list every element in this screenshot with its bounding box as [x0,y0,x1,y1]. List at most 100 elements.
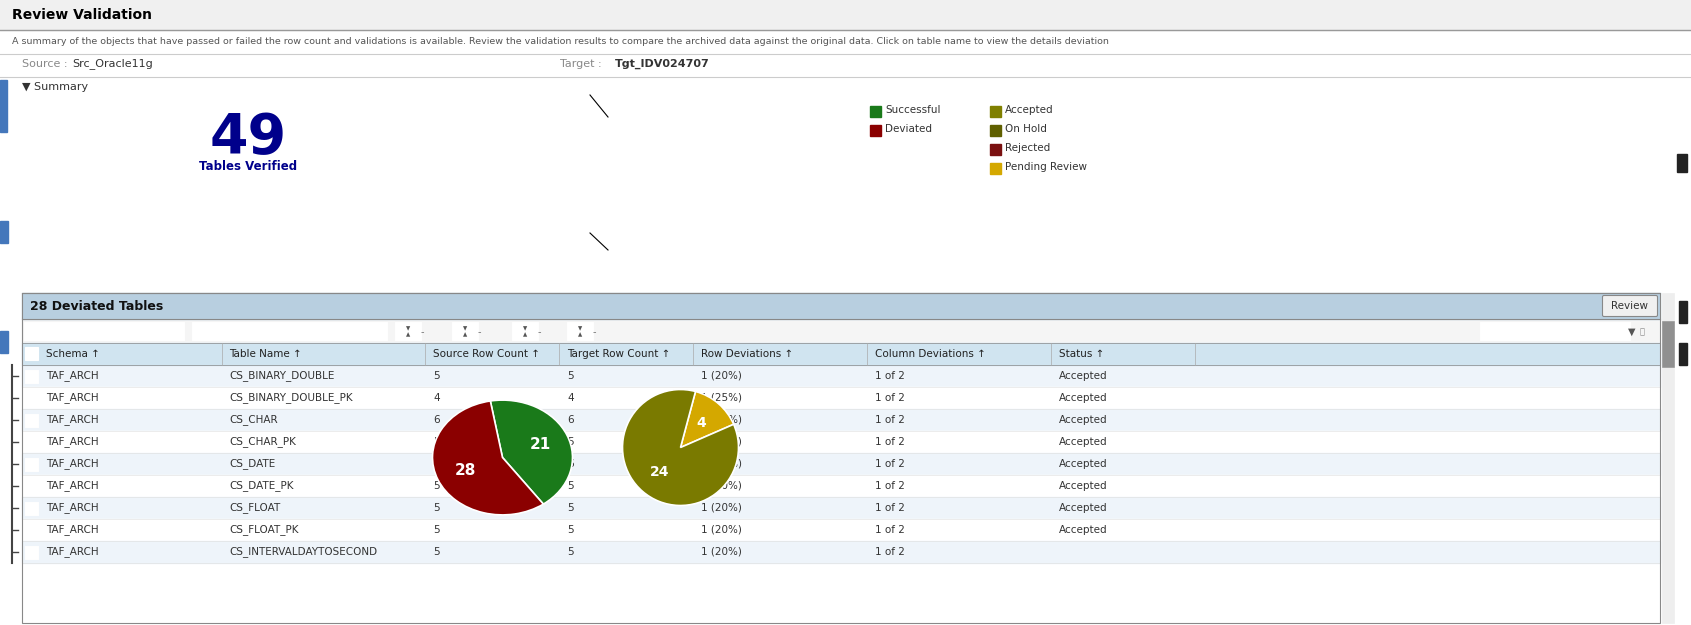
Bar [22,293,1661,623]
Wedge shape [622,389,739,506]
FancyBboxPatch shape [1603,296,1657,316]
Text: TAF_ARCH: TAF_ARCH [46,414,98,426]
Bar [1677,154,1688,172]
Text: Review: Review [1612,301,1649,311]
Text: 5: 5 [433,437,440,447]
Text: 1 of 2: 1 of 2 [874,547,905,557]
Text: CS_FLOAT: CS_FLOAT [228,503,281,514]
Text: 6: 6 [433,415,440,425]
Text: TAF_ARCH: TAF_ARCH [46,371,98,381]
Text: TAF_ARCH: TAF_ARCH [46,524,98,536]
Bar [193,322,387,340]
Text: Accepted: Accepted [1004,105,1053,115]
Text: CS_FLOAT_PK: CS_FLOAT_PK [228,524,299,536]
Text: Src_Oracle11g: Src_Oracle11g [73,59,152,69]
Text: TAF_ARCH: TAF_ARCH [46,459,98,469]
Text: CS_CHAR_PK: CS_CHAR_PK [228,436,296,447]
Text: 1 (20%): 1 (20%) [702,503,742,513]
Text: 6: 6 [566,415,573,425]
Text: TAF_ARCH: TAF_ARCH [46,392,98,404]
Text: Target Row Count ↑: Target Row Count ↑ [566,349,670,359]
Bar [22,497,1661,519]
Text: ▲: ▲ [406,332,411,338]
Text: Accepted: Accepted [1059,415,1108,425]
Text: 1 of 2: 1 of 2 [874,393,905,403]
Bar [1679,343,1688,365]
Bar [1662,293,1674,623]
Text: 🔽: 🔽 [1640,328,1645,336]
Text: ▼: ▼ [578,326,582,331]
Text: -: - [594,327,597,337]
Bar [1480,322,1630,340]
Text: 1 of 2: 1 of 2 [874,371,905,381]
Bar [22,431,1661,453]
Text: Accepted: Accepted [1059,393,1108,403]
Bar [396,322,421,340]
Text: ▲: ▲ [463,332,467,338]
Text: 1 (20%): 1 (20%) [702,525,742,535]
Text: ▼ Summary: ▼ Summary [22,82,88,92]
Text: Schema ↑: Schema ↑ [46,349,100,359]
Text: Tgt_IDV024707: Tgt_IDV024707 [616,59,710,69]
Bar [869,125,881,136]
Text: Target :: Target : [560,59,602,69]
Bar [22,293,1661,319]
Bar [989,144,1001,155]
Text: 28 Deviated Tables: 28 Deviated Tables [30,299,164,312]
Text: 21: 21 [529,437,551,452]
Text: ▲: ▲ [578,332,582,338]
Text: 1 (20%): 1 (20%) [702,371,742,381]
Text: Rejected: Rejected [1004,143,1050,153]
Text: Row Deviations ↑: Row Deviations ↑ [702,349,793,359]
Text: On Hold: On Hold [1004,124,1047,134]
Text: Source Row Count ↑: Source Row Count ↑ [433,349,539,359]
Text: ▼: ▼ [406,326,411,331]
Text: 1 (20%): 1 (20%) [702,547,742,557]
Text: 24: 24 [649,464,670,479]
Text: -: - [479,327,482,337]
Text: ▼: ▼ [463,326,467,331]
Bar [25,414,37,427]
Bar [869,106,881,117]
Bar [0,221,8,243]
Bar [0,331,8,353]
Text: ▼: ▼ [523,326,528,331]
Text: 49: 49 [210,111,286,165]
Text: Successful: Successful [884,105,940,115]
Text: 5: 5 [566,547,573,557]
Bar [25,370,37,383]
Text: 1 (20%): 1 (20%) [702,437,742,447]
Text: Accepted: Accepted [1059,503,1108,513]
Text: -: - [421,327,424,337]
Bar [24,322,184,340]
Text: 5: 5 [566,525,573,535]
Bar [25,502,37,515]
Text: 5: 5 [433,525,440,535]
Bar [25,480,37,493]
Bar [22,365,1661,387]
Text: 5: 5 [433,547,440,557]
Text: 4: 4 [566,393,573,403]
Bar [989,163,1001,174]
Wedge shape [433,401,543,515]
Bar [25,347,37,360]
Text: Status ↑: Status ↑ [1059,349,1104,359]
Text: Table Name ↑: Table Name ↑ [228,349,301,359]
Text: CS_DATE: CS_DATE [228,459,276,469]
Bar [22,319,1661,343]
Bar [1662,321,1674,367]
Text: Deviated: Deviated [884,124,932,134]
Bar [451,322,479,340]
Text: TAF_ARCH: TAF_ARCH [46,503,98,514]
Text: 1 of 2: 1 of 2 [874,503,905,513]
Bar [25,524,37,537]
Bar [566,322,594,340]
Text: CS_DATE_PK: CS_DATE_PK [228,481,294,491]
Text: 4: 4 [433,393,440,403]
Bar [22,475,1661,497]
Bar [989,106,1001,117]
Text: 1 (17%): 1 (17%) [702,415,742,425]
Bar [22,387,1661,409]
Text: Review Validation: Review Validation [12,8,152,22]
Text: Pending Review: Pending Review [1004,162,1087,172]
